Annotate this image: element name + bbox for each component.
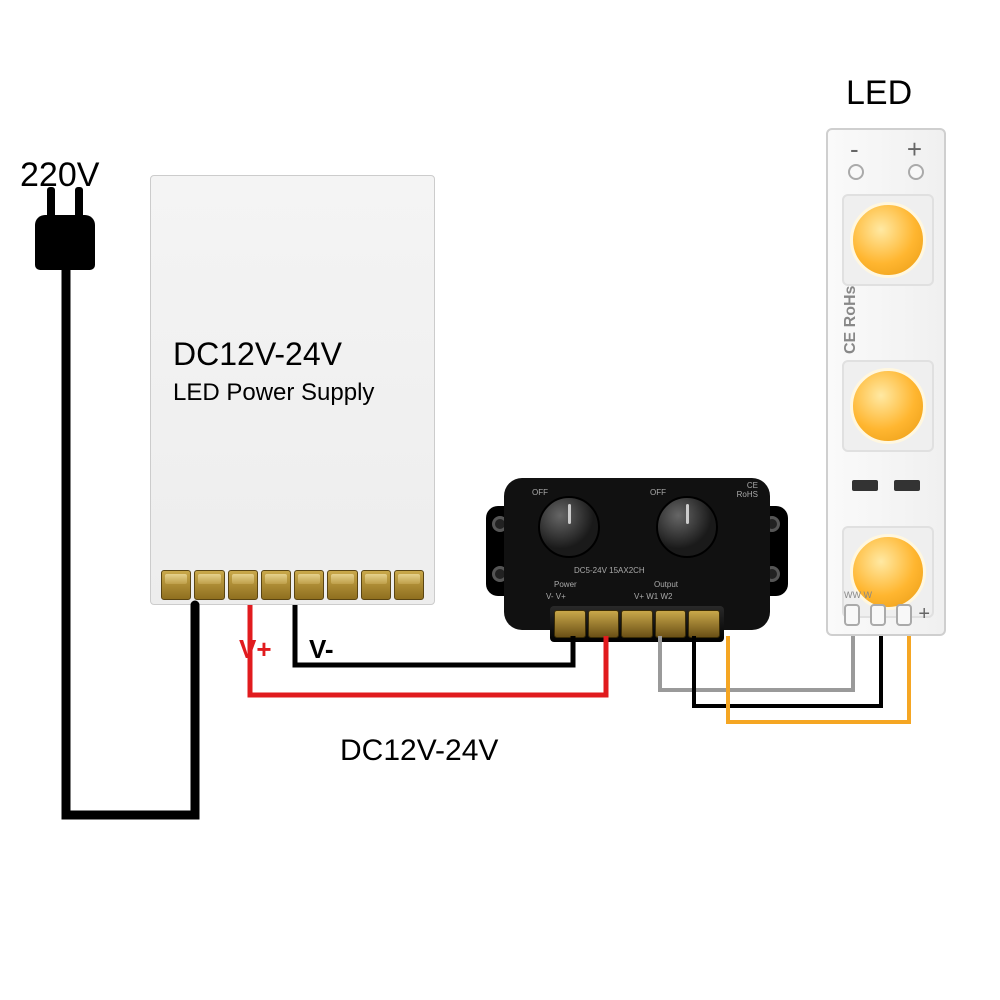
dimmer-controller: CE RoHS OFF OFF DC5-24V 15AX2CH Power Ou… (492, 456, 782, 636)
led-plus-label: + (907, 134, 922, 165)
psu-v-plus-label: V+ (239, 634, 272, 665)
led-minus-label: - (850, 134, 859, 165)
led-bottom-ww-label: WW W (844, 590, 872, 600)
controller-power-label: Power (554, 580, 577, 589)
wire-out-w2 (728, 636, 909, 722)
controller-output-label: Output (654, 580, 678, 589)
led-cert-mark: CE RoHs (842, 286, 860, 354)
power-plug (35, 215, 95, 270)
led-strip: - + CE RoHs WW W + (826, 128, 946, 636)
knob2-off-label: OFF (650, 488, 666, 497)
psu-name-label: LED Power Supply (173, 379, 374, 407)
wire-out-vplus (660, 636, 853, 690)
link-voltage-label: DC12V-24V (340, 734, 498, 768)
led-bottom-plus-label: + (918, 603, 930, 626)
led-chip-2 (842, 360, 934, 452)
led-chip-1 (842, 194, 934, 286)
dimmer-knob-2[interactable] (656, 496, 718, 558)
controller-terminal-block (550, 606, 724, 642)
controller-spec-label: DC5-24V 15AX2CH (574, 566, 645, 575)
led-title-label: LED (846, 74, 912, 113)
wire-out-w1 (694, 636, 881, 706)
dimmer-knob-1[interactable] (538, 496, 600, 558)
power-supply-box: DC12V-24V LED Power Supply V+ V- (150, 175, 435, 605)
psu-terminal-block (161, 566, 424, 604)
controller-output-pins: V+ W1 W2 (634, 592, 672, 601)
psu-v-minus-label: V- (309, 634, 334, 665)
psu-voltage-label: DC12V-24V (173, 336, 342, 373)
knob1-off-label: OFF (532, 488, 548, 497)
mains-voltage-label: 220V (20, 156, 99, 195)
controller-power-pins: V- V+ (546, 592, 566, 601)
controller-cert-label: CE RoHS (737, 482, 758, 500)
